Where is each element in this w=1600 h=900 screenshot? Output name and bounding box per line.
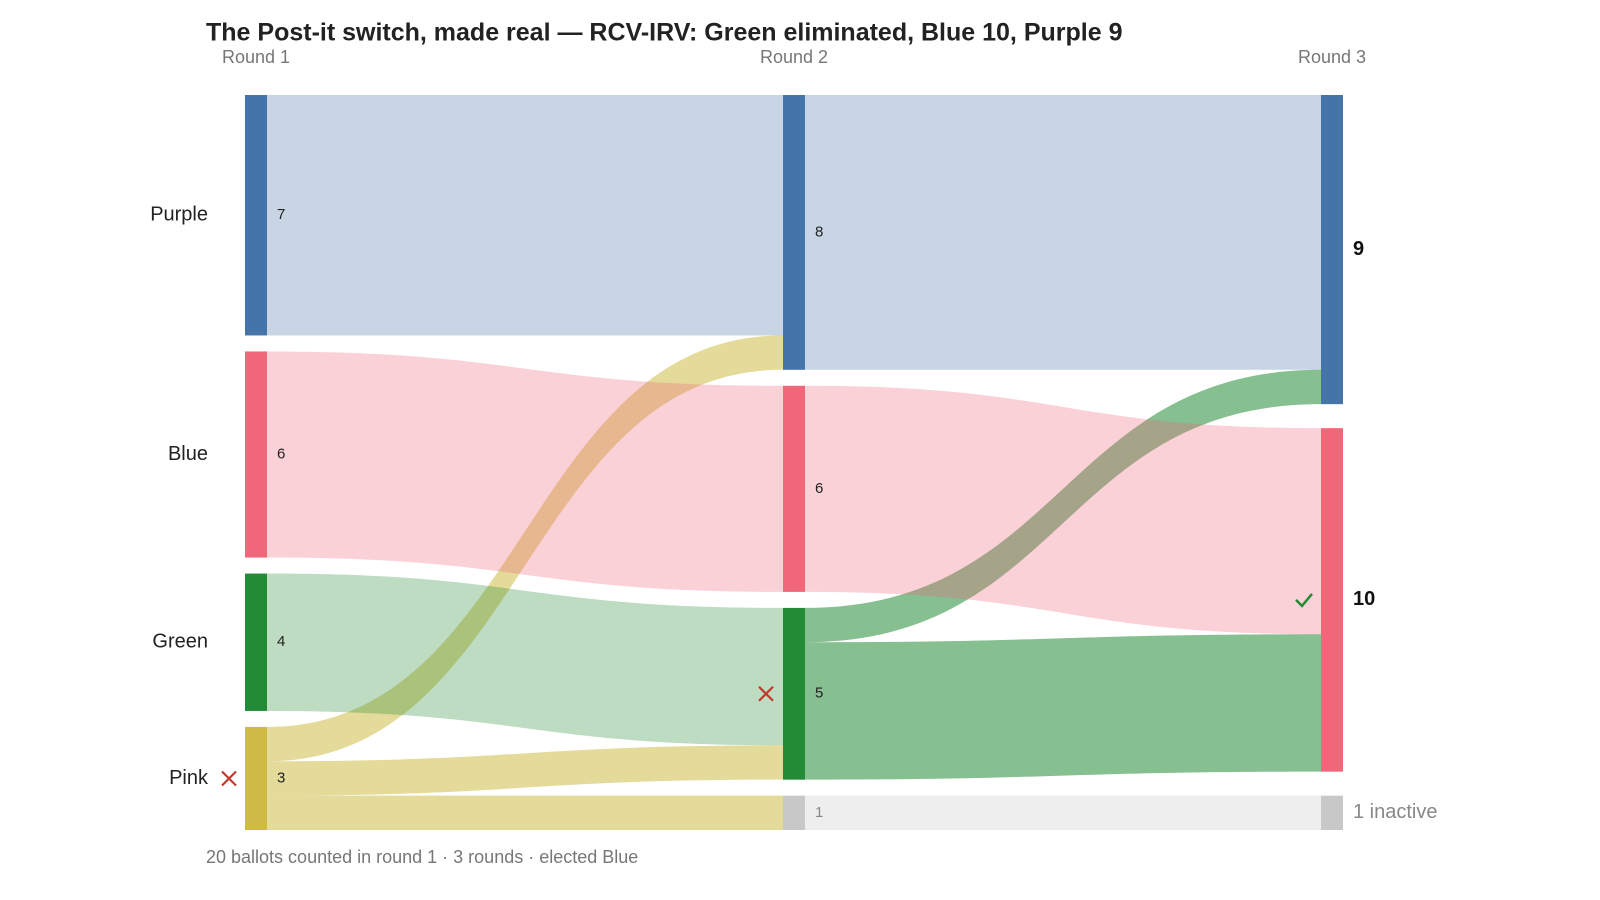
node-value: 5 <box>815 685 823 702</box>
node-value: 9 <box>1353 238 1364 260</box>
node-name: Blue <box>168 443 208 465</box>
node <box>783 385 805 592</box>
node <box>245 726 267 830</box>
node-name: Pink <box>169 767 209 789</box>
flow <box>805 95 1321 370</box>
flow <box>267 745 783 796</box>
flow <box>267 95 783 336</box>
flow <box>805 385 1321 635</box>
node <box>783 607 805 780</box>
node <box>1321 795 1343 830</box>
flow <box>805 634 1321 780</box>
flow <box>267 335 783 762</box>
node-value: 1 inactive <box>1353 801 1438 823</box>
node <box>245 573 267 711</box>
eliminated-mark <box>221 770 237 787</box>
flow <box>267 573 783 746</box>
flow <box>805 795 1321 830</box>
eliminated-mark <box>758 685 774 702</box>
node-value: 3 <box>277 769 285 786</box>
node-value: 10 <box>1353 588 1375 610</box>
node-value: 8 <box>815 223 823 240</box>
node-value: 4 <box>277 633 285 650</box>
flow <box>267 351 783 592</box>
node <box>1321 95 1343 405</box>
node-value: 1 <box>815 804 823 821</box>
elected-mark <box>1295 593 1313 608</box>
node <box>245 351 267 558</box>
node <box>783 95 805 370</box>
footnote: 20 ballots counted in round 1 · 3 rounds… <box>206 847 638 867</box>
node-name: Green <box>152 631 208 653</box>
column-header: Round 2 <box>760 47 828 67</box>
column-header: Round 1 <box>222 47 290 67</box>
node <box>783 795 805 830</box>
node <box>1321 428 1343 772</box>
node-value: 6 <box>815 480 823 497</box>
flow <box>267 795 783 830</box>
node-name: Purple <box>150 204 208 226</box>
node <box>245 95 267 336</box>
node-value: 6 <box>277 445 285 462</box>
column-header: Round 3 <box>1298 47 1366 67</box>
flow <box>805 369 1321 643</box>
node-value: 7 <box>277 206 285 223</box>
chart-title: The Post-it switch, made real — RCV-IRV:… <box>206 19 1122 47</box>
